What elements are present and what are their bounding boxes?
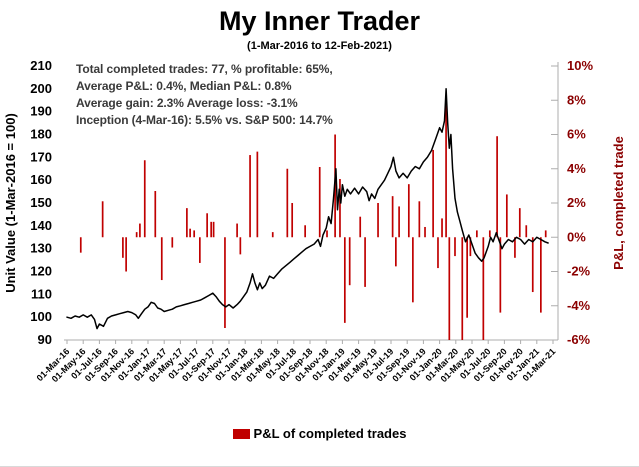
right-axis-tick-label: 8%: [567, 92, 586, 107]
right-axis-tick-label: 0%: [567, 229, 586, 244]
unit-value-line: [66, 88, 549, 330]
left-axis-tick-label: 170: [30, 149, 52, 164]
left-axis-tick-label: 140: [30, 218, 52, 233]
right-axis-tick-label: 2%: [567, 195, 586, 210]
legend-swatch-icon: [232, 428, 250, 439]
annotation-line-2: Average P&L: 0.4%, Median P&L: 0.8%: [76, 79, 292, 93]
left-axis-title: Unit Value (1-Mar-2016 = 100): [3, 113, 18, 293]
left-axis-tick-label: 160: [30, 172, 52, 187]
left-axis-tick-label: 190: [30, 104, 52, 119]
legend-label: P&L of completed trades: [253, 426, 407, 441]
chart-title: My Inner Trader: [218, 6, 421, 36]
annotation-line-4: Inception (4-Mar-16): 5.5% vs. S&P 500: …: [76, 113, 333, 127]
right-axis-tick-label: 10%: [567, 58, 593, 73]
right-axis-title: P&L, completed trade: [611, 136, 626, 270]
stats-annotation: Total completed trades: 77, % profitable…: [76, 61, 333, 129]
left-axis-tick-label: 180: [30, 127, 52, 142]
right-axis-tick-label: 6%: [567, 127, 586, 142]
chart-subtitle: (1-Mar-2016 to 12-Feb-2021): [247, 40, 392, 52]
left-axis-tick-label: 130: [30, 241, 52, 256]
right-axis-tick-label: -2%: [567, 264, 591, 279]
right-axis-tick-label: 4%: [567, 161, 586, 176]
left-axis-tick-label: 150: [30, 195, 52, 210]
left-axis-tick-label: 210: [30, 58, 52, 73]
left-axis-tick-label: 200: [30, 81, 52, 96]
chart-legend: P&L of completed trades: [0, 426, 639, 441]
left-axis-tick-label: 110: [31, 286, 52, 301]
left-axis-tick-label: 120: [30, 264, 52, 279]
right-axis-tick-label: -6%: [567, 332, 591, 347]
right-axis-tick-label: -4%: [567, 298, 591, 313]
annotation-line-1: Total completed trades: 77, % profitable…: [76, 62, 333, 76]
annotation-line-3: Average gain: 2.3% Average loss: -3.1%: [76, 96, 298, 110]
left-axis-tick-label: 100: [30, 309, 52, 324]
left-axis-tick-label: 90: [38, 332, 52, 347]
